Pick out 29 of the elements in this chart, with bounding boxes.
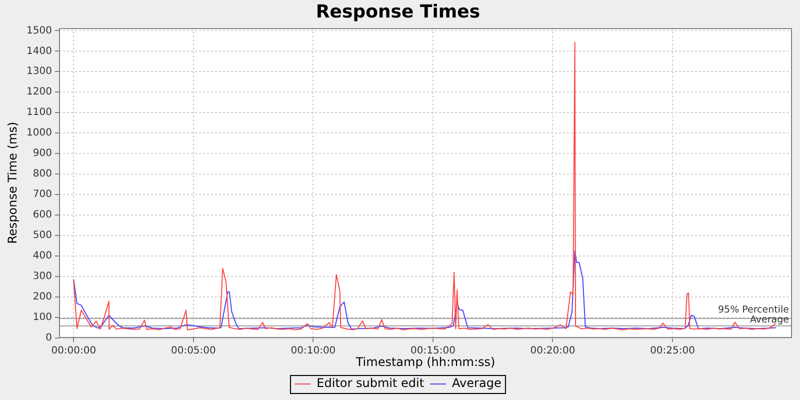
x-axis-title: Timestamp (hh:mm:ss)	[354, 354, 496, 369]
y-tick-label: 600	[32, 210, 52, 221]
y-tick-label: 1500	[26, 25, 52, 36]
y-axis-title: Response Time (ms)	[5, 122, 20, 244]
ref-line-label: Average	[750, 314, 790, 326]
ref-line-label: 95% Percentile	[718, 304, 790, 316]
y-tick-label: 0	[46, 332, 52, 344]
y-tick-label: 100	[32, 312, 52, 324]
y-tick-label: 300	[32, 271, 52, 282]
y-tick-label: 200	[32, 292, 52, 303]
y-tick-label: 500	[32, 230, 52, 242]
y-tick-label: 900	[32, 148, 52, 160]
x-tick-label: 00:10:00	[290, 346, 336, 357]
y-tick-label: 1100	[26, 107, 52, 118]
y-tick-label: 700	[32, 189, 52, 200]
legend-label: Average	[452, 376, 502, 390]
x-tick-label: 00:20:00	[530, 346, 576, 357]
y-tick-label: 800	[32, 168, 52, 180]
y-tick-label: 1000	[26, 128, 52, 139]
x-tick-label: 00:15:00	[410, 346, 456, 357]
x-tick-label: 00:00:00	[51, 346, 96, 357]
chart-title: Response Times	[316, 1, 480, 22]
y-tick-label: 400	[32, 250, 52, 262]
legend-label: Editor submit edit	[316, 376, 424, 390]
y-tick-label: 1300	[26, 66, 52, 78]
x-tick-label: 00:05:00	[170, 346, 216, 357]
y-tick-label: 1200	[26, 86, 52, 98]
y-tick-label: 1400	[26, 46, 52, 57]
x-tick-label: 00:25:00	[650, 346, 695, 357]
